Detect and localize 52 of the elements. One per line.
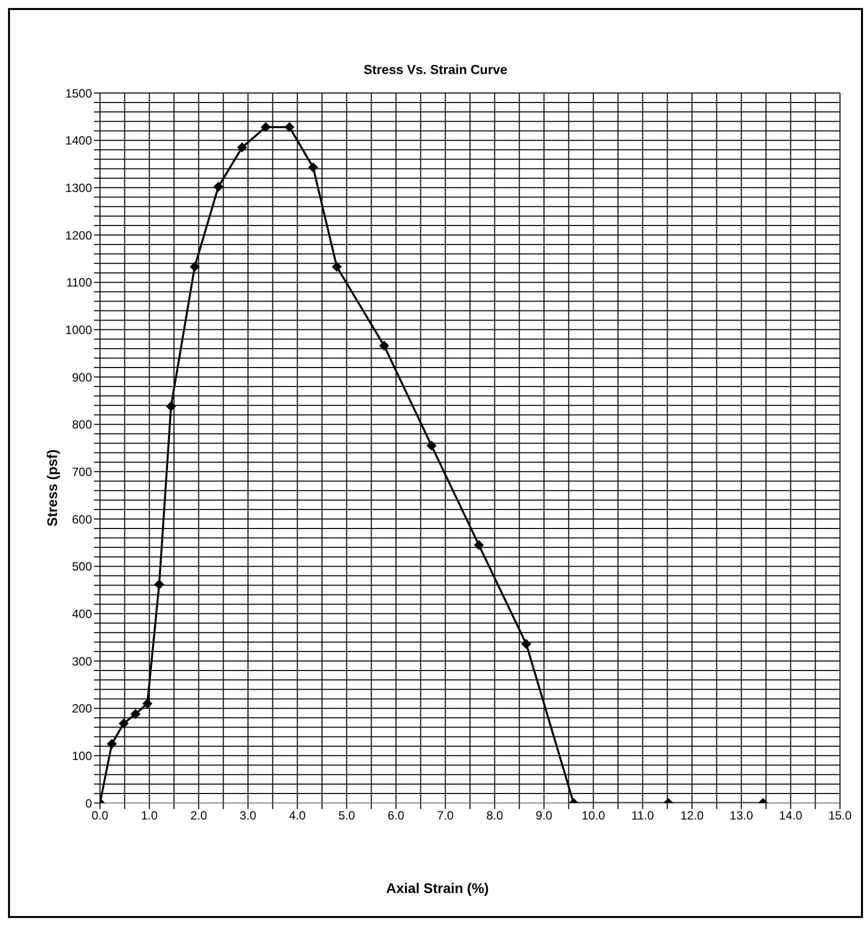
y-tick-label: 700 <box>72 464 92 479</box>
x-tick-label: 2.0 <box>190 808 208 823</box>
y-tick-label: 800 <box>72 418 92 432</box>
point <box>332 262 342 272</box>
x-tick-label: 3.0 <box>240 808 257 823</box>
y-axis-title: Stress (psf) <box>44 449 60 527</box>
x-tick-label: 10.0 <box>582 808 606 823</box>
y-tick-label: 1400 <box>65 134 92 148</box>
x-axis-title: Axial Strain (%) <box>385 880 490 896</box>
x-tick-label: 7.0 <box>436 808 454 823</box>
point <box>130 709 141 720</box>
point <box>521 638 532 649</box>
x-tick-label: 5.0 <box>338 808 356 823</box>
point <box>284 122 294 132</box>
y-tick-label: 1100 <box>66 276 92 290</box>
point <box>118 718 129 728</box>
x-tick-label: 6.0 <box>388 808 405 823</box>
point <box>260 122 271 132</box>
y-tick-label: 1000 <box>65 322 92 337</box>
point <box>190 262 200 272</box>
y-tick-label: 300 <box>72 654 92 668</box>
point <box>142 698 152 709</box>
point <box>213 182 224 192</box>
x-tick-label: 8.0 <box>486 808 504 823</box>
point <box>308 162 318 172</box>
point <box>166 401 176 412</box>
y-tick-label: 500 <box>72 560 92 574</box>
x-tick-label: 1.0 <box>140 808 158 823</box>
point <box>237 142 248 152</box>
y-tick-label: 1200 <box>65 228 92 242</box>
x-tick-label: 14.0 <box>778 808 803 823</box>
x-tick-label: 0.0 <box>92 808 109 823</box>
x-tick-label: 11.0 <box>631 808 654 823</box>
point <box>474 540 484 550</box>
x-tick-label: 13.0 <box>730 808 754 823</box>
point <box>154 579 164 590</box>
y-tick-label: 400 <box>72 606 92 621</box>
x-tick-label: 12.0 <box>680 808 704 823</box>
x-tick-label: 9.0 <box>536 808 553 823</box>
x-tick-label: 15.0 <box>828 808 852 823</box>
y-tick-label: 200 <box>72 702 92 716</box>
point <box>106 738 117 749</box>
point <box>426 440 437 451</box>
chart-title: Stress Vs. Strain Curve <box>362 62 508 77</box>
y-tick-label: 100 <box>72 748 92 763</box>
y-tick-label: 1500 <box>65 86 92 100</box>
point <box>379 340 390 351</box>
y-tick-label: 0 <box>85 796 92 810</box>
y-tick-label: 600 <box>72 512 92 526</box>
y-tick-label: 1300 <box>65 180 92 195</box>
y-tick-label: 900 <box>72 370 92 384</box>
x-tick-label: 4.0 <box>288 808 306 823</box>
